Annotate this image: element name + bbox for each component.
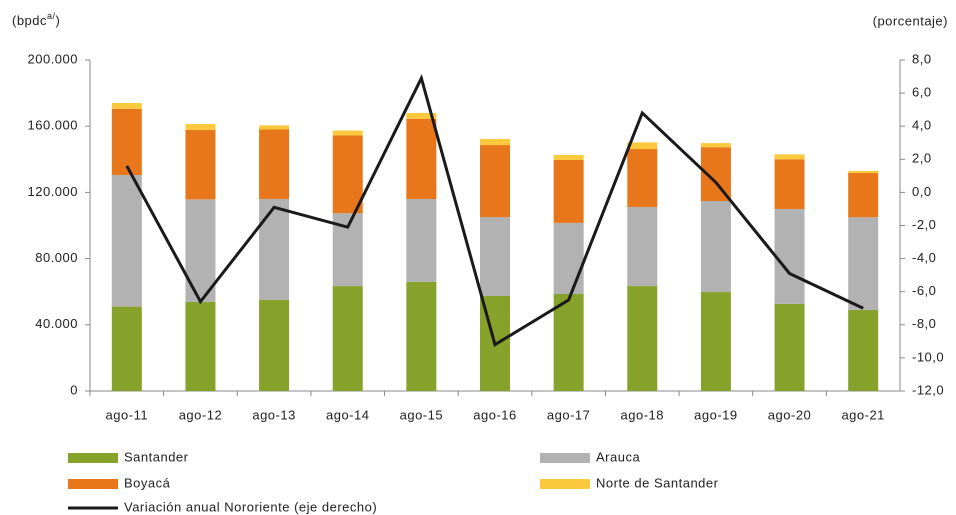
y-tick-label: 200.000 (28, 51, 79, 66)
y2-tick-label: 0,0 (912, 184, 932, 199)
bar-segment (553, 159, 584, 223)
legend-swatch (540, 453, 590, 463)
bar-segment (848, 170, 879, 174)
bar-segment (406, 199, 437, 282)
x-tick-label: ago-17 (547, 407, 590, 422)
bar-segment (553, 154, 584, 160)
bar-segment (627, 149, 658, 207)
bar-segment (774, 208, 805, 304)
bar-segment (700, 292, 731, 391)
bar-segment (627, 206, 658, 287)
legend-label: Norte de Santander (596, 475, 719, 490)
x-tick-label: ago-13 (252, 407, 295, 422)
y-tick-label: 0 (70, 382, 78, 397)
y2-tick-label: -4,0 (912, 250, 936, 265)
x-tick-label: ago-14 (326, 407, 369, 422)
bar-segment (700, 143, 731, 148)
bar-segment (332, 286, 363, 391)
bar-segment (406, 281, 437, 391)
bar-segment (848, 217, 879, 310)
bar-segment (332, 135, 363, 214)
bar-segment (185, 129, 216, 200)
y-tick-label: 40.000 (35, 316, 78, 331)
x-tick-label: ago-12 (179, 407, 222, 422)
bar-segment (111, 175, 142, 307)
y-tick-label: 80.000 (35, 250, 78, 265)
x-tick-label: ago-15 (400, 407, 443, 422)
legend-swatch (540, 479, 590, 489)
x-tick-label: ago-11 (106, 407, 149, 422)
bar-segment (111, 103, 142, 109)
bar-segment (627, 286, 658, 391)
x-tick-label: ago-16 (473, 407, 516, 422)
x-tick-label: ago-21 (841, 407, 884, 422)
y2-tick-label: -10,0 (912, 349, 944, 364)
bar-segment (185, 301, 216, 391)
x-tick-label: ago-18 (621, 407, 664, 422)
y-tick-label: 120.000 (28, 184, 79, 199)
bar-segment (185, 124, 216, 130)
bar-segment (848, 309, 879, 391)
bar-segment (700, 201, 731, 293)
bar-segment (259, 129, 290, 200)
y-label-part: (bpdc (12, 13, 47, 28)
legend-swatch (68, 453, 118, 463)
bar-segment (774, 303, 805, 391)
legend-swatch (68, 479, 118, 489)
y2-tick-label: -8,0 (912, 316, 936, 331)
bar-segment (627, 142, 658, 150)
y2-tick-label: -2,0 (912, 217, 936, 232)
bar-segment (332, 130, 363, 136)
y-tick-label: 160.000 (28, 118, 79, 133)
x-tick-label: ago-20 (768, 407, 811, 422)
bar-segment (480, 145, 510, 218)
y2-axis-label: (porcentaje) (873, 13, 948, 28)
legend-label: Variación anual Nororiente (eje derecho) (124, 499, 377, 514)
bar-segment (259, 199, 290, 300)
y-label-sup: a/ (47, 11, 56, 21)
y2-tick-label: 4,0 (912, 118, 932, 133)
legend-label: Santander (124, 449, 189, 464)
bar-segment (259, 125, 290, 130)
bar-segment (774, 159, 805, 209)
y2-tick-label: -12,0 (912, 382, 944, 397)
bar-segment (111, 306, 142, 391)
y2-tick-label: -6,0 (912, 283, 936, 298)
x-tick-label: ago-19 (694, 407, 737, 422)
bar-segment (553, 222, 584, 295)
y-label-part: ) (56, 13, 61, 28)
bar-segment (774, 154, 805, 160)
y2-tick-label: 6,0 (912, 85, 932, 100)
bar-segment (406, 118, 437, 200)
bar-segment (480, 217, 510, 297)
bar-segment (480, 138, 510, 146)
y2-tick-label: 8,0 (912, 51, 932, 66)
bar-segment (111, 108, 142, 176)
line-series (125, 74, 864, 347)
y2-tick-label: 2,0 (912, 151, 932, 166)
bar-segment (259, 299, 290, 391)
legend-label: Boyacá (124, 475, 171, 490)
bar-segment (406, 112, 437, 119)
bar-segment (848, 173, 879, 218)
legend-label: Arauca (596, 449, 640, 464)
bar-segment (553, 294, 584, 391)
y-axis-label: (bpdca/) (12, 11, 60, 28)
